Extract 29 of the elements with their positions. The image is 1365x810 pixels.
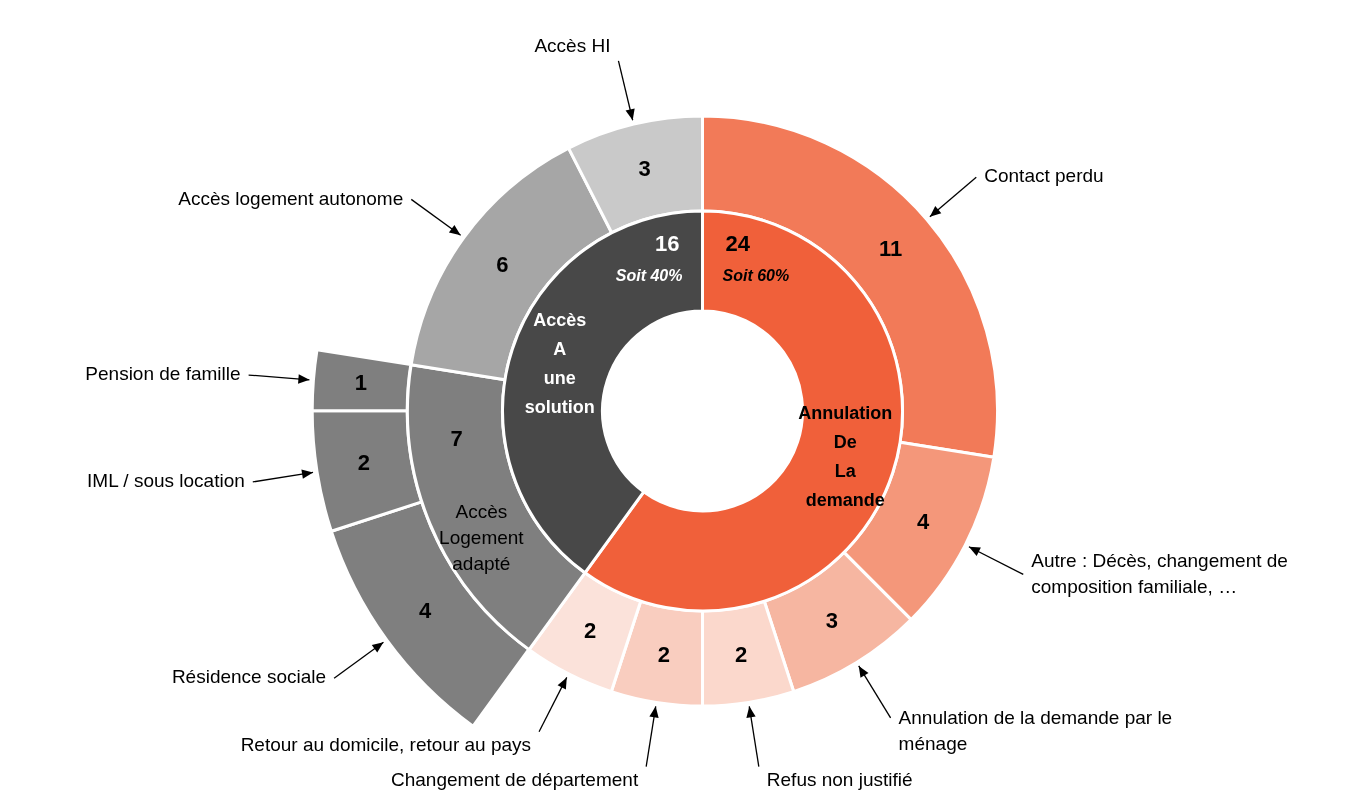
data-label: 4 bbox=[916, 509, 930, 535]
data-label: 6 bbox=[496, 251, 509, 277]
data-label: 2 bbox=[657, 641, 670, 667]
data-label: 2 bbox=[584, 617, 597, 643]
slice-label: Pension de famille bbox=[85, 363, 241, 385]
slice-label: Changement de département bbox=[391, 768, 639, 790]
slice-label: Autre : Décès, changement de composition familiale, … bbox=[1031, 549, 1288, 597]
text: Soit 40% bbox=[615, 267, 683, 285]
data-label: 2 bbox=[358, 450, 371, 476]
data-label: 3 bbox=[825, 608, 838, 634]
data-label: 3 bbox=[638, 156, 651, 182]
text: Soit 60% bbox=[722, 267, 790, 285]
slice-label: Accès A une solution bbox=[524, 310, 595, 418]
slice-label: Résidence sociale bbox=[172, 666, 327, 688]
data-label: 4 bbox=[419, 598, 433, 624]
slice-label: Retour au domicile, retour au pays bbox=[240, 734, 532, 755]
data-label: 1 bbox=[354, 370, 368, 396]
slice-label: Accès logement autonome bbox=[178, 187, 404, 209]
data-label: 16 bbox=[654, 230, 680, 256]
slice-label: Accès Logement adapté bbox=[439, 501, 525, 575]
slice-label: Contact perdu bbox=[984, 165, 1104, 187]
data-label: 7 bbox=[450, 426, 463, 452]
slice-label: Annulation de la demande par le ménage bbox=[898, 707, 1173, 755]
data-label: 11 bbox=[879, 236, 903, 262]
data-label: 2 bbox=[735, 641, 748, 667]
slice-label: Accès HI bbox=[534, 35, 611, 57]
slice-label: Refus non justifié bbox=[766, 768, 913, 790]
data-label: 24 bbox=[725, 230, 751, 256]
slice-label: IML / sous location bbox=[87, 470, 246, 492]
